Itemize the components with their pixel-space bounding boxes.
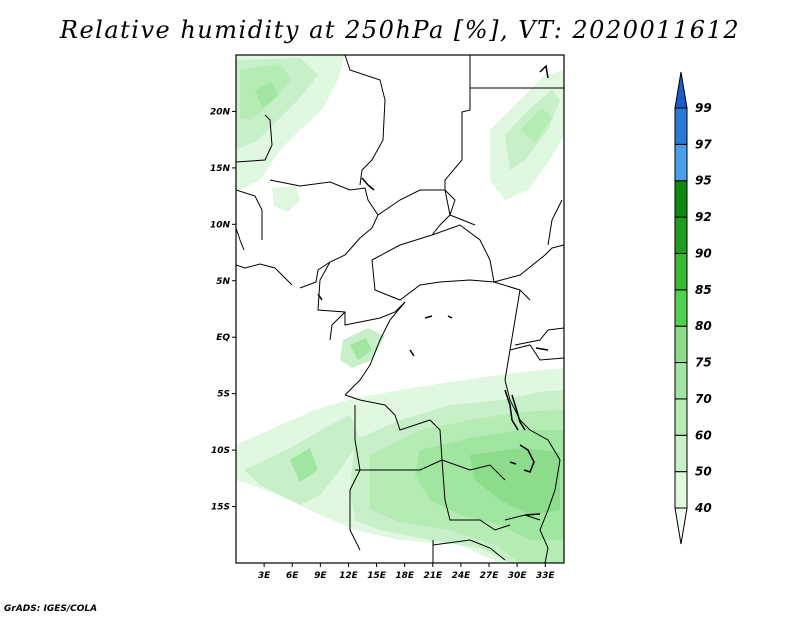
colorbar-label: 95 (695, 174, 712, 188)
lon-tick-label: 33E (536, 571, 556, 581)
colorbar-label: 99 (695, 101, 712, 115)
colorbar-label: 85 (695, 283, 712, 297)
lat-tick-label: 15N (210, 164, 231, 174)
colorbar-segment (674, 362, 688, 400)
colorbar-segment (674, 289, 688, 327)
colorbar-segment (674, 143, 688, 182)
lat-tick-label: 5S (217, 390, 230, 400)
map-title: Relative humidity at 250hPa [%], VT: 202… (59, 16, 741, 44)
lat-tick-label: EQ (216, 333, 230, 343)
colorbar-label: 70 (695, 392, 712, 406)
colorbar-label: 40 (694, 501, 712, 515)
colorbar-label: 60 (695, 428, 712, 442)
lon-tick-label: 24E (452, 571, 472, 581)
colorbar-segment (674, 216, 688, 254)
lat-tick-label: 10S (211, 446, 230, 456)
colorbar-high-arrow (674, 71, 688, 109)
colorbar-label: 97 (695, 137, 712, 151)
colorbar-segment (674, 398, 688, 436)
colorbar-segment (674, 434, 688, 473)
lat-tick-label: 20N (210, 107, 231, 117)
lat-tick-label: 10N (210, 220, 231, 230)
colorbar-segment (674, 471, 688, 509)
colorbar-label: 75 (695, 356, 712, 370)
lat-tick-label: 5N (216, 277, 230, 287)
country-borders (236, 55, 564, 563)
lat-tick-label: 15S (211, 503, 230, 513)
lon-tick-label: 21E (423, 571, 443, 581)
lon-tick-label: 27E (480, 571, 500, 581)
humidity-shading (236, 55, 564, 563)
map-frame (235, 54, 565, 564)
colorbar-segment (674, 252, 688, 291)
lon-tick-label: 15E (367, 571, 387, 581)
colorbar-label: 90 (695, 246, 712, 260)
colorbar-label: 92 (695, 210, 712, 224)
longitude-axis: 3E 6E 9E 12E 15E 18E 21E 24E 27E 30E 33E (258, 563, 556, 581)
lake-outlines (317, 64, 549, 516)
colorbar-segment (674, 180, 688, 218)
colorbar-low-arrow (674, 507, 688, 545)
lon-tick-label: 30E (508, 571, 528, 581)
latitude-axis: 20N 15N 10N 5N EQ 5S 10S 15S (210, 107, 236, 513)
lon-tick-label: 18E (395, 571, 415, 581)
colorbar: 40 50 60 70 75 80 85 90 92 95 97 99 (674, 71, 712, 545)
colorbar-label: 50 (695, 465, 712, 479)
lon-tick-label: 9E (314, 571, 327, 581)
lon-tick-label: 3E (258, 571, 271, 581)
colorbar-segment (674, 107, 688, 145)
colorbar-segment (674, 325, 688, 364)
colorbar-label: 80 (695, 319, 712, 333)
credit-label: GrADS: IGES/COLA (4, 604, 98, 614)
lon-tick-label: 6E (286, 571, 299, 581)
lon-tick-label: 12E (339, 571, 359, 581)
